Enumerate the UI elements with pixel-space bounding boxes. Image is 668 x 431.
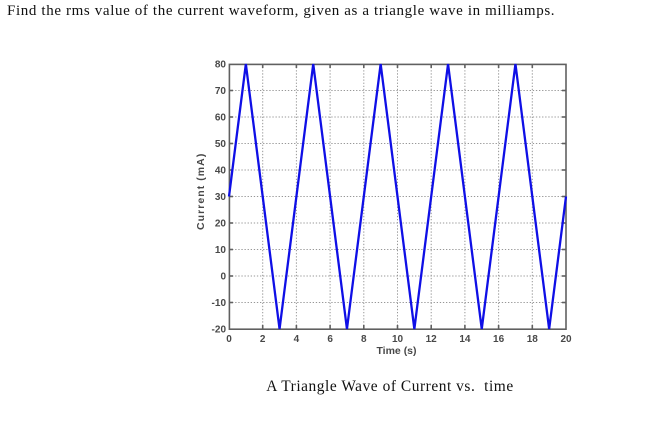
- svg-text:16: 16: [493, 334, 505, 345]
- svg-text:-20: -20: [212, 325, 227, 336]
- svg-text:6: 6: [327, 334, 333, 345]
- svg-text:40: 40: [215, 166, 227, 177]
- svg-text:14: 14: [459, 334, 471, 345]
- svg-text:80: 80: [215, 60, 227, 71]
- svg-text:0: 0: [220, 272, 226, 283]
- svg-text:50: 50: [215, 139, 227, 150]
- svg-text:70: 70: [215, 86, 227, 97]
- svg-text:-10: -10: [212, 298, 227, 309]
- svg-text:20: 20: [215, 219, 227, 230]
- svg-text:2: 2: [260, 334, 266, 345]
- svg-text:12: 12: [426, 334, 438, 345]
- svg-text:10: 10: [215, 245, 227, 256]
- svg-text:18: 18: [527, 334, 539, 345]
- svg-text:8: 8: [361, 334, 367, 345]
- svg-text:4: 4: [294, 334, 300, 345]
- svg-text:10: 10: [392, 334, 404, 345]
- svg-text:30: 30: [215, 192, 227, 203]
- svg-text:Time (s): Time (s): [376, 345, 416, 357]
- svg-text:20: 20: [560, 334, 572, 345]
- svg-text:Current (mA): Current (mA): [195, 153, 207, 230]
- svg-text:60: 60: [215, 113, 227, 124]
- svg-text:0: 0: [226, 334, 232, 345]
